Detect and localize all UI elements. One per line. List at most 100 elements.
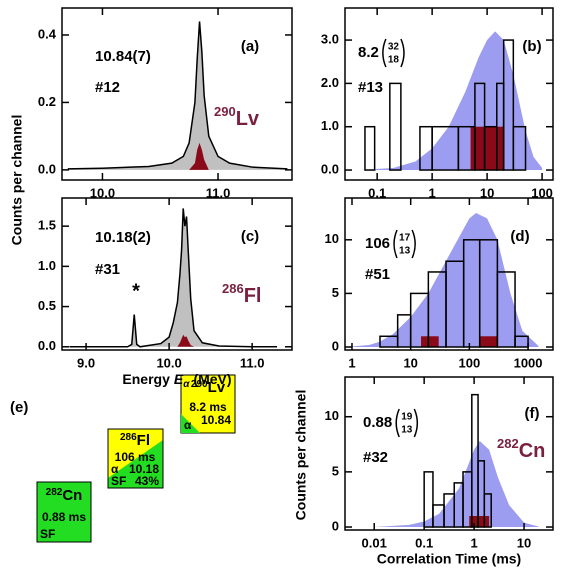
event-count: #32 [363, 449, 388, 466]
half-life-value: 106 [365, 235, 390, 252]
mass-number: 290 [214, 104, 236, 119]
x-tick-label: 1 [348, 355, 355, 370]
event-count: #13 [358, 79, 383, 96]
nuclide-box [36, 481, 92, 543]
x-axis-label: Correlation Time (ms) [377, 551, 521, 567]
panel-label: (b) [522, 38, 541, 55]
panel-label: (c) [241, 228, 259, 245]
nuclide-name: 282Cn [46, 487, 83, 504]
event-count: #51 [365, 266, 390, 283]
half-life-value: 8.2 [358, 44, 379, 61]
y-tick-label: 0.4 [38, 26, 57, 41]
plot-frame [61, 197, 293, 351]
label-subscript: α [183, 379, 190, 390]
y-tick-label: 10 [325, 408, 339, 423]
element-symbol: Fl [244, 285, 262, 307]
sf-region [108, 440, 163, 488]
half-life-value: 0.88 [363, 414, 392, 431]
plot-area [69, 208, 278, 348]
nuclide-name: 286Fl [120, 432, 150, 449]
parenthesis [395, 408, 400, 438]
y-tick-label: 5 [332, 463, 339, 478]
x-tick-label: 11.0 [240, 355, 265, 370]
x-tick-label: 10 [403, 355, 417, 370]
half-life-lower: 13 [401, 425, 413, 436]
y-tick-label: 0 [332, 338, 339, 353]
x-tick-label: 10 [480, 185, 494, 200]
panel-label: (d) [510, 228, 529, 245]
sf-branch: 43% [135, 474, 159, 488]
x-tick-label: 100 [531, 185, 553, 200]
element-symbol: Lv [208, 379, 226, 396]
event-count: #31 [95, 261, 120, 278]
x-tick-label: 1 [470, 535, 477, 550]
label-symbol: E [174, 371, 184, 387]
x-tick-label: 0.1 [368, 185, 386, 200]
y-tick-label: 0.2 [38, 94, 56, 109]
y-tick-label: 2.0 [321, 75, 339, 90]
element-symbol: Lv [236, 108, 260, 130]
y-tick-label: 5 [332, 285, 339, 300]
panel-label: (e) [10, 399, 28, 416]
histogram-bar [514, 335, 529, 348]
decay-mode: α [184, 418, 192, 432]
parenthesis [393, 229, 398, 259]
element-symbol: Fl [137, 432, 150, 449]
x-tick-label: 10.0 [90, 185, 115, 200]
histogram-bar [479, 336, 498, 347]
y-tick-label: 1.0 [321, 118, 339, 133]
nuclide-label: 290Lv [214, 104, 260, 130]
event-count: #12 [95, 79, 120, 96]
parenthesis [400, 38, 405, 68]
y-tick-label: 0.0 [38, 161, 56, 176]
plot-area [360, 31, 543, 171]
half-life-upper: 19 [401, 412, 413, 423]
histogram-bar [423, 471, 434, 528]
histogram-bar [421, 336, 439, 347]
y-axis-label: Counts per channel [293, 390, 309, 521]
label-text: Energy [122, 371, 170, 387]
label-unit: (MeV) [193, 371, 231, 387]
decay-scheme: (e) 290Lv 8.2 ms α 10.84 286Fl 106 ms α … [10, 374, 236, 543]
x-axis-label: Energy Eα (MeV) [122, 371, 231, 390]
spectrum-line [67, 21, 288, 170]
nuclide-label: 282Cn [497, 436, 545, 462]
x-tick-label: 1000 [514, 355, 543, 370]
peak-energy: 10.18(2) [95, 229, 151, 246]
alpha-energy: 10.18 [129, 462, 159, 476]
histogram-bar [470, 126, 504, 171]
y-tick-label: 0.0 [321, 161, 339, 176]
histogram-bar [502, 39, 515, 171]
x-tick-label: 0.1 [415, 535, 433, 550]
x-tick-label: 100 [459, 355, 481, 370]
half-life: 106 ms [115, 450, 156, 464]
y-tick-label: 3.0 [321, 31, 339, 46]
plot-area [67, 21, 288, 170]
half-life: 8.2 ms [189, 400, 227, 414]
mass-number: 290 [191, 379, 208, 390]
half-life-lower: 18 [388, 55, 400, 66]
y-axis-label: Counts per channel [9, 115, 25, 246]
mass-number: 282 [497, 436, 519, 451]
x-tick-label: 0.01 [362, 535, 387, 550]
y-tick-label: 0.5 [38, 298, 56, 313]
decay-mode: SF [40, 527, 55, 541]
decay-mode: SF [111, 474, 126, 488]
panel-label: (a) [241, 38, 259, 55]
half-life: 0.88 ms [42, 510, 86, 524]
nuclide-label: 286Fl [222, 281, 261, 307]
plot-area [374, 393, 540, 528]
plot-frame [344, 376, 554, 531]
y-tick-label: 10 [325, 231, 339, 246]
histogram-bar [496, 271, 516, 348]
spectrum-area [189, 142, 209, 170]
y-tick-label: 0 [332, 518, 339, 533]
histogram-bar [364, 125, 376, 171]
spectrum-area [177, 334, 195, 347]
y-tick-label: 0.0 [38, 338, 56, 353]
parenthesis [413, 408, 419, 438]
spectrum-line [69, 208, 278, 348]
decay-mode: α [111, 462, 119, 476]
nuclide-name: 290Lv [191, 379, 226, 396]
